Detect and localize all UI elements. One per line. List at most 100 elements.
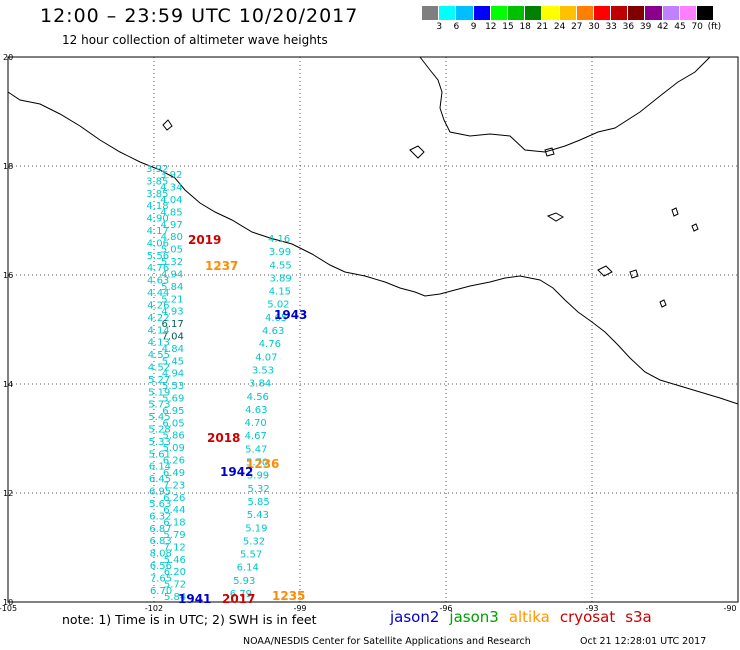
wave-height-value: 5.19 [148, 387, 170, 398]
color-scale-swatch [593, 6, 612, 20]
wave-height-value: 6.44 [163, 505, 185, 516]
color-scale-label: 24 [553, 22, 566, 32]
pass-time-label: 1236 [246, 457, 279, 471]
wave-height-value: 4.70 [245, 418, 267, 429]
wave-height-value: 4.80 [161, 232, 183, 243]
wave-height-value: 5.53 [162, 381, 184, 392]
wave-height-value: 4.97 [161, 220, 183, 231]
wave-height-value: 5.61 [149, 449, 171, 460]
mission-legend-item: jason3 [449, 608, 499, 626]
wave-height-value: 4.44 [147, 288, 169, 299]
wave-height-value: 4.85 [160, 207, 182, 218]
pass-time-label: 1237 [205, 259, 238, 273]
wave-height-value: 5.05 [161, 245, 183, 256]
wave-height-value: 4.63 [147, 276, 169, 287]
color-scale-label: 27 [571, 22, 583, 32]
color-scale-swatch [439, 6, 457, 20]
wave-height-value: 4.18 [146, 201, 168, 212]
wave-height-color-scale [422, 6, 715, 20]
island [671, 207, 679, 217]
color-scale-label: 45 [674, 22, 686, 32]
wave-height-value: 4.94 [162, 369, 184, 380]
color-scale-label: 18 [519, 22, 531, 32]
graticule-grid [8, 57, 738, 602]
color-scale-swatch [662, 6, 680, 20]
wave-height-value: 5.63 [149, 499, 171, 510]
latitude-label: 20 [3, 53, 13, 62]
wave-height-value: 4.63 [245, 405, 267, 416]
mexico-pacific-coastline [7, 91, 739, 405]
wave-height-value: 4.84 [162, 344, 184, 355]
pass-time-label: 1941 [178, 592, 211, 606]
color-scale-label: 12 [485, 22, 497, 32]
island [659, 299, 667, 308]
color-scale-label: 33 [605, 22, 617, 32]
latitude-label: 12 [3, 489, 13, 498]
wave-height-value: 4.67 [245, 431, 267, 442]
wave-height-value: 5.84 [164, 592, 186, 603]
wave-height-value: 4.07 [255, 352, 277, 363]
color-scale-label: 39 [639, 22, 652, 32]
gulf-of-mexico-coastline [419, 56, 711, 153]
wave-height-value: 6.95 [149, 487, 171, 498]
color-scale-swatch [422, 6, 440, 20]
footnote: note: 1) Time is in UTC; 2) SWH is in fe… [62, 612, 317, 627]
mission-legend-item: jason2 [390, 608, 440, 626]
wave-height-value: 5.79 [163, 530, 185, 541]
wave-height-value: 6.05 [162, 418, 184, 429]
wave-height-value: 6.56 [150, 561, 172, 572]
wave-height-value: 6.83 [149, 536, 171, 547]
wave-height-value: 5.99 [247, 471, 269, 482]
color-scale-label: 6 [453, 22, 460, 32]
island [162, 119, 173, 131]
color-scale-label: 9 [470, 22, 477, 32]
wave-height-value: 6.14 [149, 462, 171, 473]
wave-height-value: 6.26 [163, 493, 185, 504]
satellite-track-a: 3.923.923.854.343.854.044.184.854.904.97… [146, 164, 186, 603]
wave-height-value: 5.02 [267, 300, 289, 311]
wave-height-value: 4.55 [269, 260, 291, 271]
color-scale-swatch [525, 6, 543, 20]
color-scale-label: 70 [691, 22, 703, 32]
map-subtitle: 12 hour collection of altimeter wave hei… [62, 33, 328, 47]
wave-height-value: 4.17 [147, 226, 169, 237]
wave-height-value: 4.26 [147, 300, 169, 311]
longitude-label: -99 [293, 604, 306, 613]
satellite-track-b: 4.16 3.99 4.55 3.89 4.15 5.02 4.65 4.63 4.76 4.07… [230, 234, 292, 600]
latitude-label: 14 [3, 380, 13, 389]
wave-height-value: 5.46 [164, 555, 186, 566]
color-scale-labels: 3 6 9 12 15 18 21 24 27 30 33 36 39 42 45 70 (ft) [422, 22, 740, 34]
pass-time-label: 1942 [220, 465, 253, 479]
wave-height-value: 7.65 [150, 573, 172, 584]
color-scale-swatch [611, 6, 629, 20]
wave-height-value: 4.76 [147, 263, 169, 274]
color-scale-swatch [697, 6, 715, 20]
wave-height-value: 5.70 [246, 458, 268, 469]
color-scale-label: 36 [622, 22, 635, 32]
wave-height-value: 5.72 [164, 580, 186, 591]
wave-height-value: 4.16 [268, 234, 290, 245]
wave-height-value: 5.93 [233, 576, 255, 587]
wave-height-value: 4.55 [148, 350, 170, 361]
latitude-label: 16 [3, 271, 13, 280]
color-scale-swatch [490, 6, 508, 20]
color-scale-swatch [628, 6, 646, 20]
wave-height-value: 8.08 [150, 549, 172, 560]
wave-height-value: 4.76 [259, 339, 281, 350]
island [546, 212, 565, 222]
wave-height-value: 4.65 [265, 313, 287, 324]
color-scale-label: (ft) [707, 22, 722, 32]
island [691, 223, 699, 232]
mission-legend-item: cryosat [559, 608, 616, 626]
color-scale-swatch [456, 6, 474, 20]
island [544, 147, 555, 157]
wave-height-value: 6.70 [150, 586, 172, 597]
wave-height-value: 4.22 [147, 313, 169, 324]
latitude-label: 10 [3, 598, 13, 607]
footer-credit: NOAA/NESDIS Center for Satellite Applica… [243, 636, 531, 647]
wave-height-value: 5.43 [247, 510, 269, 521]
longitude-label: -90 [723, 604, 736, 613]
wave-height-value: 7.04 [162, 331, 184, 342]
map-title: 12:00 – 23:59 UTC 10/20/2017 [40, 5, 359, 27]
